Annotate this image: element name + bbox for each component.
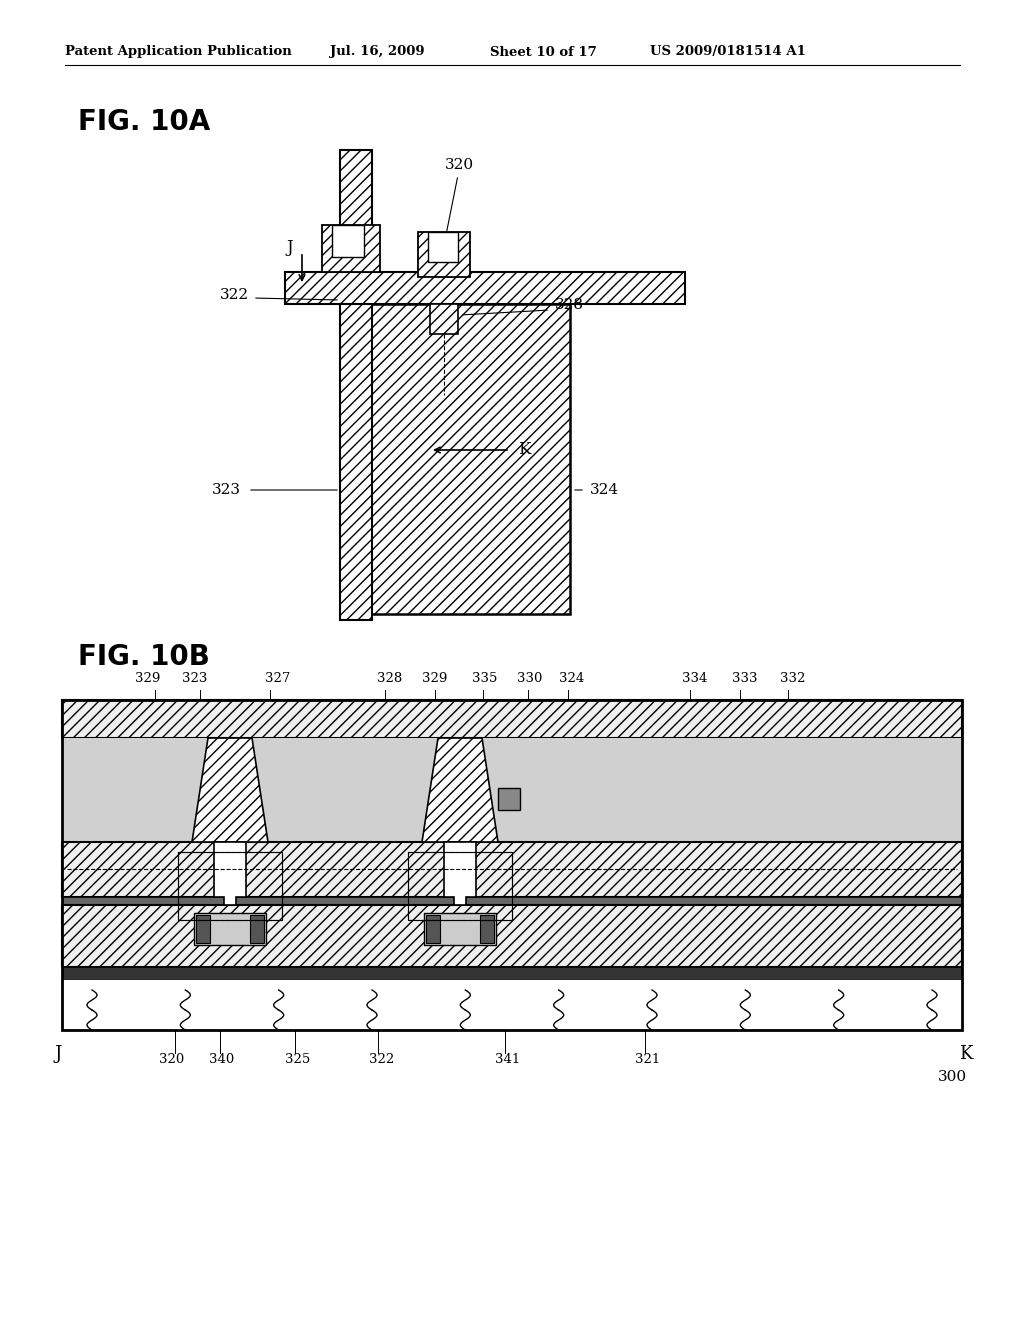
Text: 333: 333 [732, 672, 758, 685]
Text: K: K [959, 1045, 973, 1063]
Bar [430, 304, 458, 334]
Bar [418, 232, 470, 277]
Bar [62, 842, 962, 898]
Bar [62, 700, 962, 1030]
Bar [480, 915, 494, 942]
Bar [426, 915, 440, 942]
Bar [194, 913, 266, 945]
Bar [408, 851, 512, 920]
Text: 325: 325 [286, 1053, 310, 1067]
Bar [370, 304, 570, 614]
Text: 321: 321 [635, 1053, 660, 1067]
Text: 322: 322 [370, 1053, 394, 1067]
Bar [340, 150, 372, 620]
Polygon shape [193, 738, 268, 842]
Bar [62, 906, 962, 968]
Bar [62, 968, 962, 979]
Text: 328: 328 [555, 298, 584, 312]
Bar [62, 738, 962, 842]
Bar [62, 898, 962, 906]
Text: 323: 323 [212, 483, 241, 498]
Text: 329: 329 [422, 672, 447, 685]
Bar [424, 913, 496, 945]
Polygon shape [444, 842, 476, 906]
Bar [178, 851, 282, 920]
Text: 322: 322 [220, 288, 249, 302]
Text: J: J [287, 239, 293, 256]
Text: 340: 340 [209, 1053, 234, 1067]
Polygon shape [214, 842, 246, 906]
Text: Patent Application Publication: Patent Application Publication [65, 45, 292, 58]
Bar [322, 224, 380, 272]
Text: 328: 328 [378, 672, 402, 685]
Text: Jul. 16, 2009: Jul. 16, 2009 [330, 45, 425, 58]
Bar [178, 851, 282, 920]
Text: 323: 323 [182, 672, 208, 685]
Text: K: K [518, 441, 530, 458]
Text: 334: 334 [682, 672, 708, 685]
Bar [428, 232, 458, 261]
Text: 335: 335 [472, 672, 498, 685]
Bar [62, 700, 962, 738]
Text: 324: 324 [559, 672, 585, 685]
Text: FIG. 10B: FIG. 10B [78, 643, 210, 671]
Text: 332: 332 [780, 672, 806, 685]
Bar [408, 851, 512, 920]
Text: 327: 327 [265, 672, 291, 685]
Text: 330: 330 [517, 672, 543, 685]
Bar [332, 224, 364, 257]
Text: 300: 300 [937, 1071, 967, 1084]
Text: US 2009/0181514 A1: US 2009/0181514 A1 [650, 45, 806, 58]
Bar [250, 915, 264, 942]
Text: Sheet 10 of 17: Sheet 10 of 17 [490, 45, 597, 58]
Polygon shape [422, 738, 498, 842]
Text: J: J [54, 1045, 61, 1063]
Text: 341: 341 [496, 1053, 520, 1067]
Bar [285, 272, 685, 304]
Text: 324: 324 [590, 483, 620, 498]
Bar [196, 915, 210, 942]
Text: FIG. 10A: FIG. 10A [78, 108, 210, 136]
Text: 329: 329 [135, 672, 161, 685]
Bar [498, 788, 520, 810]
Text: 320: 320 [160, 1053, 184, 1067]
Text: 320: 320 [445, 158, 474, 172]
